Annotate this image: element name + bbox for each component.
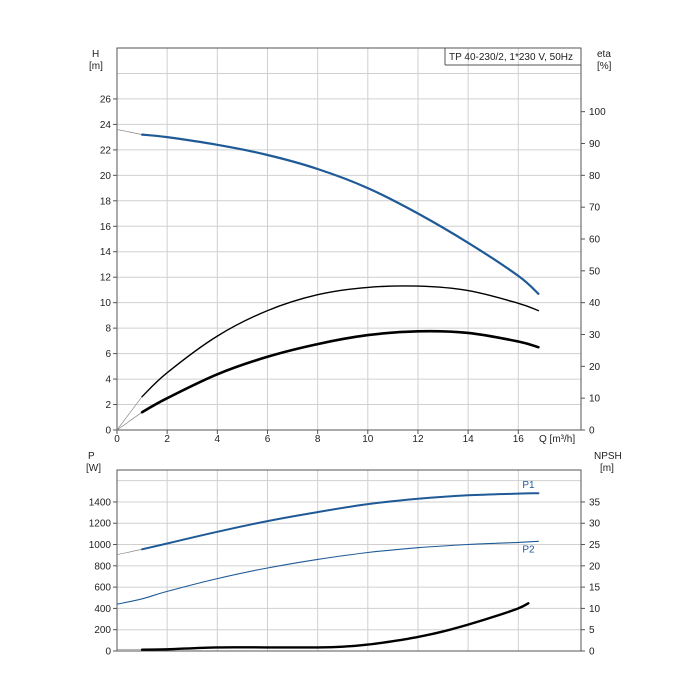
head-curve — [141, 133, 540, 295]
y-tick-label: 1200 — [89, 519, 112, 530]
y2-tick-label: 80 — [589, 171, 601, 182]
y-tick-label: 14 — [100, 247, 112, 258]
y-tick-label: 1400 — [89, 497, 112, 508]
y2-tick-label: 25 — [589, 540, 601, 551]
y-tick-label: 10 — [100, 298, 112, 309]
y2-tick-label: 30 — [589, 519, 601, 530]
y2-tick-label: 70 — [589, 203, 601, 214]
x-tick-label: 10 — [362, 434, 374, 445]
p1-curve-extension — [116, 548, 143, 555]
upper-tick-labels: 0 2 4 6 8 10 12 14 16024681012141618202224260102… — [100, 94, 606, 445]
y2-tick-label: 35 — [589, 497, 601, 508]
power-npsh-panel: P [W] NPSH [m] 0200400600800100012001400… — [86, 451, 622, 658]
x-tick-label: 0 — [114, 434, 120, 445]
y-axis-unit-h: [m] — [89, 61, 103, 72]
y2-tick-label: 90 — [589, 139, 601, 150]
y-tick-label: 6 — [105, 349, 111, 360]
y-tick-label: 1000 — [89, 540, 112, 551]
y-tick-label: 2 — [105, 400, 111, 411]
y-tick-label: 20 — [100, 171, 112, 182]
upper-grid — [113, 48, 585, 434]
x-tick-label: 14 — [463, 434, 475, 445]
y2-tick-label: 20 — [589, 561, 601, 572]
y2-tick-label: 10 — [589, 604, 601, 615]
y2-axis-label-eta: eta — [597, 49, 611, 60]
lower-series: P1 P2 — [116, 480, 540, 651]
y2-tick-label: 5 — [589, 625, 595, 636]
y-tick-label: 400 — [94, 604, 111, 615]
y-tick-label: 16 — [100, 222, 112, 233]
y-tick-label: 12 — [100, 273, 112, 284]
eta-total-curve-extension — [116, 411, 143, 431]
x-tick-label: 12 — [412, 434, 424, 445]
y-tick-label: 24 — [100, 120, 112, 131]
lower-plot-frame — [116, 469, 582, 652]
y2-tick-label: 0 — [589, 426, 595, 437]
upper-series — [116, 129, 540, 431]
x-tick-label: 16 — [513, 434, 525, 445]
y-tick-label: 26 — [100, 94, 112, 105]
p1-series-label: P1 — [522, 480, 535, 491]
x-tick-label: 6 — [265, 434, 271, 445]
y2-tick-label: 20 — [589, 362, 601, 373]
lower-grid — [113, 470, 585, 652]
x-tick-label: 4 — [215, 434, 221, 445]
p2-series-label: P2 — [522, 544, 535, 555]
y-axis-label-p: P — [88, 451, 95, 462]
x-tick-label: 2 — [164, 434, 170, 445]
y-tick-label: 22 — [100, 145, 112, 156]
eta-curve — [141, 285, 540, 398]
p2-curve — [116, 540, 539, 605]
y-tick-label: 0 — [105, 426, 111, 437]
y2-tick-label: 50 — [589, 266, 601, 277]
y-tick-label: 4 — [105, 375, 111, 386]
y2-tick-label: 100 — [589, 107, 606, 118]
y2-tick-label: 30 — [589, 330, 601, 341]
x-tick-label: 8 — [315, 434, 321, 445]
eta-curve-extension — [116, 396, 143, 431]
y2-tick-label: 15 — [589, 583, 601, 594]
y2-tick-label: 40 — [589, 298, 601, 309]
eta-total-curve — [140, 329, 540, 414]
y2-tick-label: 0 — [589, 647, 595, 658]
y-tick-label: 800 — [94, 561, 111, 572]
chart-title: TP 40-230/2, 1*230 V, 50Hz — [449, 52, 573, 63]
npsh-curve — [140, 602, 530, 651]
head-efficiency-panel: TP 40-230/2, 1*230 V, 50Hz H [m] eta [%]… — [89, 47, 612, 445]
y-axis-unit-p: [W] — [86, 463, 101, 474]
y2-axis-label-npsh: NPSH — [594, 451, 622, 462]
head-curve-extension — [116, 129, 143, 135]
y2-tick-label: 10 — [589, 394, 601, 405]
y2-axis-unit-npsh: [m] — [600, 463, 614, 474]
x-axis-label-q: Q [m³/h] — [539, 434, 575, 445]
y-tick-label: 600 — [94, 583, 111, 594]
y-tick-label: 200 — [94, 625, 111, 636]
y-tick-label: 8 — [105, 324, 111, 335]
y-tick-label: 0 — [105, 647, 111, 658]
y2-tick-label: 60 — [589, 235, 601, 246]
y-axis-label-h: H — [92, 49, 99, 60]
lower-tick-labels: 0 200 400 600 800 1000 1200 1400 0 5 10 15 20 25 30 35 — [89, 497, 601, 657]
y2-axis-unit-eta: [%] — [597, 61, 612, 72]
upper-plot-frame — [116, 47, 582, 431]
y-tick-label: 18 — [100, 196, 112, 207]
p1-curve — [141, 492, 540, 551]
